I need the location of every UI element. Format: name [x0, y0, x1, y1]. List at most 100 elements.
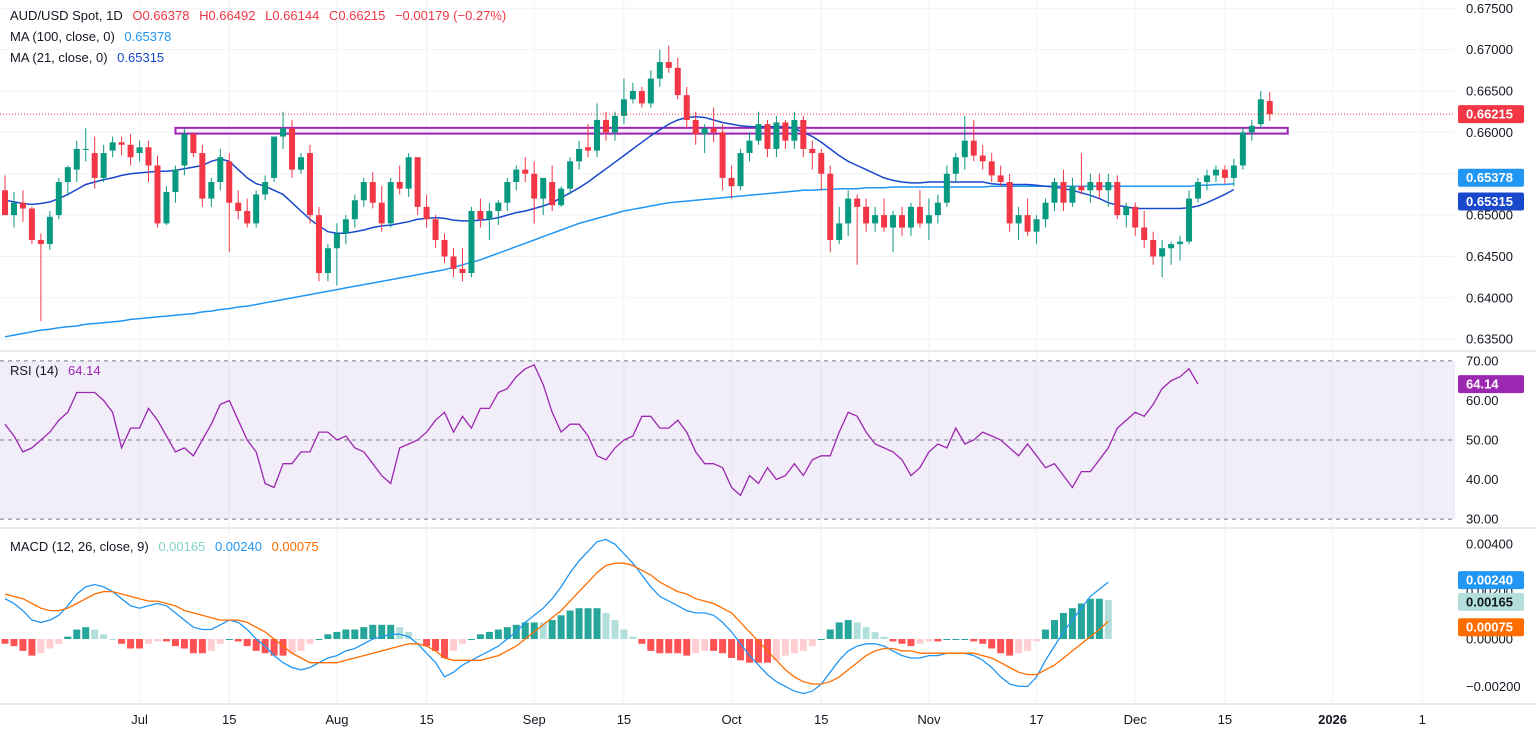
candle-body: [1060, 182, 1067, 203]
macd-histogram-bar: [414, 639, 422, 641]
macd-histogram-bar: [91, 629, 99, 640]
candle-body: [145, 147, 152, 166]
candle-body: [100, 153, 107, 178]
candle-body: [531, 173, 538, 199]
macd-histogram-bar: [934, 639, 942, 642]
candle-body: [1042, 202, 1049, 220]
macd-label[interactable]: MACD (12, 26, close, 9): [10, 539, 149, 554]
candle-body: [504, 182, 511, 203]
macd-histogram-bar: [746, 639, 754, 663]
macd-histogram-bar: [476, 634, 484, 640]
rsi-tick-label: 60.00: [1466, 393, 1499, 408]
candle-body: [827, 173, 834, 240]
macd-histogram-bar: [656, 639, 664, 654]
macd-histogram-bar: [360, 627, 368, 640]
macd-histogram-bar: [548, 620, 556, 640]
macd-histogram-bar: [19, 639, 27, 651]
macd-histogram-bar: [252, 639, 260, 651]
candle-body: [513, 169, 520, 183]
macd-histogram-bar: [1006, 639, 1014, 656]
macd-histogram-bar: [189, 639, 197, 654]
macd-histogram-bar: [432, 639, 440, 651]
candle-body: [118, 142, 125, 145]
candle-body: [522, 169, 529, 174]
candle-body: [746, 140, 753, 154]
macd-histogram-bar: [494, 629, 502, 640]
macd-histogram-bar: [207, 639, 215, 651]
candle-body: [1087, 182, 1094, 191]
time-axis-label: 15: [617, 712, 631, 727]
macd-histogram-bar: [315, 639, 323, 641]
rsi-label[interactable]: RSI (14): [10, 363, 59, 378]
macd-histogram-bar: [674, 639, 682, 654]
macd-histogram-bar: [1, 639, 9, 644]
macd-histogram-bar: [916, 639, 924, 644]
change-value: −0.00179 (−0.27%): [394, 8, 507, 23]
candle-body: [109, 142, 116, 151]
macd-histogram-bar: [647, 639, 655, 651]
candle-body: [396, 182, 403, 189]
candle-body: [961, 140, 968, 158]
candle-body: [854, 198, 861, 207]
candle-body: [181, 134, 188, 166]
macd-histogram-bar: [889, 639, 897, 642]
macd-tick-label: −0.00200: [1466, 679, 1521, 694]
rsi-tick-label: 70.00: [1466, 353, 1499, 368]
candle-body: [585, 147, 592, 151]
macd-histogram-bar: [1059, 612, 1067, 640]
macd-histogram-bar: [772, 639, 780, 661]
candle-body: [1159, 248, 1166, 257]
signal-tag-text: 0.00075: [1466, 620, 1513, 635]
candle-body: [64, 167, 71, 183]
signal-tag-bg: [1458, 618, 1524, 637]
macd-histogram-bar: [37, 639, 45, 654]
low-value: L0.66144: [265, 8, 320, 23]
macd-histogram-bar: [100, 634, 108, 640]
macd-histogram-bar: [799, 639, 807, 651]
candle-body: [818, 153, 825, 174]
candle-body: [1239, 132, 1246, 166]
price-tick-label: 0.66500: [1466, 84, 1513, 99]
signal-value: 0.00075: [271, 539, 319, 554]
candle-body: [567, 161, 574, 189]
macd-histogram-bar: [28, 639, 36, 656]
macd-hist-tag-text: 0.00165: [1466, 594, 1513, 609]
price-tick-label: 0.67000: [1466, 42, 1513, 57]
price-tick-label: 0.64500: [1466, 249, 1513, 264]
time-axis-label: Sep: [523, 712, 546, 727]
macd-histogram-bar: [584, 608, 592, 640]
candle-body: [1078, 186, 1085, 191]
candle-body: [82, 148, 89, 150]
macd-histogram-bar: [925, 639, 933, 642]
price-tick-label: 0.66000: [1466, 125, 1513, 140]
ma21-label[interactable]: MA (21, close, 0): [10, 50, 108, 65]
close-value: C0.66215: [328, 8, 386, 23]
rsi-line: [4, 364, 1199, 497]
candle-body: [809, 148, 816, 154]
candle-body: [73, 148, 80, 170]
candle-body: [647, 78, 654, 104]
candle-body: [55, 182, 62, 216]
candle-body: [190, 134, 197, 154]
time-axis-label: 15: [419, 712, 433, 727]
ma100-label[interactable]: MA (100, close, 0): [10, 29, 115, 44]
candle-body: [486, 210, 493, 220]
candle-body: [1024, 215, 1031, 232]
candle-body: [907, 206, 914, 228]
macd-histogram-bar: [118, 639, 126, 644]
price-tick-label: 0.64000: [1466, 290, 1513, 305]
candle-body: [1015, 215, 1022, 224]
ma21-line: [4, 115, 1235, 235]
candle-body: [952, 157, 959, 174]
candle-body: [414, 157, 421, 207]
candle-body: [890, 215, 897, 228]
macd-histogram-bar: [710, 639, 718, 651]
ma21-tag-bg: [1458, 192, 1524, 211]
rsi-value: 64.14: [68, 363, 101, 378]
candle-body: [271, 136, 278, 178]
candle-body: [459, 268, 466, 274]
candle-body: [988, 161, 995, 176]
symbol-title[interactable]: AUD/USD Spot, 1D: [10, 8, 123, 23]
macd-histogram-bar: [871, 631, 879, 640]
